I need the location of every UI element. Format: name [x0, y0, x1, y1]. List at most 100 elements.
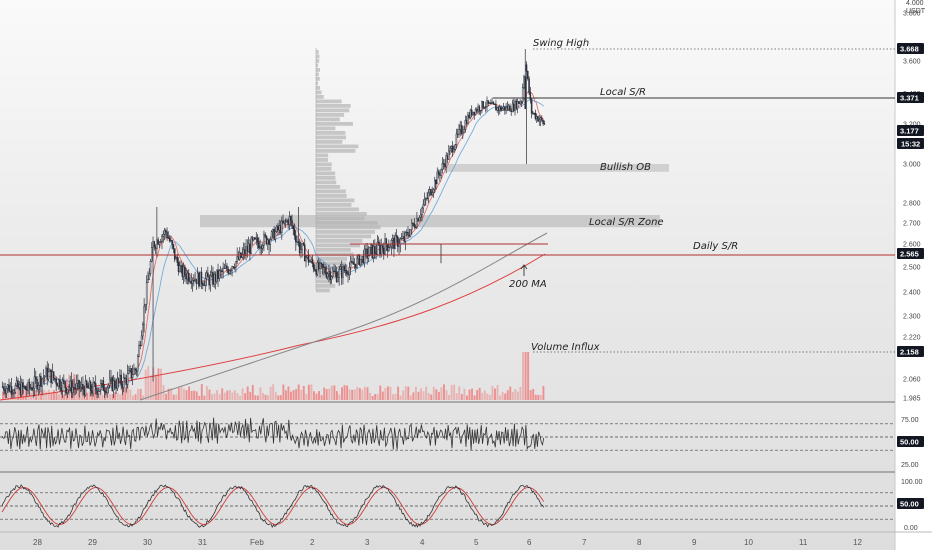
annotation-daily-sr: Daily S/R: [693, 241, 738, 252]
volume-bar: [420, 388, 422, 400]
candle-body: [488, 102, 491, 104]
candle-body: [43, 375, 46, 378]
candle-body: [300, 249, 302, 253]
candle-body: [28, 381, 31, 389]
volume-bar: [455, 393, 458, 400]
candle-body: [6, 384, 9, 389]
candle-body: [237, 256, 240, 260]
candle-body: [180, 265, 182, 267]
candle-body: [190, 281, 193, 284]
volume-bar: [435, 389, 438, 400]
candle-body: [265, 235, 268, 244]
svg-text:50.00: 50.00: [900, 500, 919, 509]
price-axis-top-label: 4.000: [906, 0, 924, 7]
volume-bar: [2, 391, 4, 400]
volume-profile-bar: [316, 171, 336, 176]
candle-body: [521, 87, 524, 103]
volume-bar: [226, 390, 229, 400]
candle-body: [281, 220, 283, 233]
volume-bar: [139, 388, 142, 400]
candle-body: [131, 374, 134, 378]
candle-body: [88, 381, 91, 389]
volume-bar: [114, 392, 117, 400]
date-label: Feb: [250, 538, 264, 547]
price-tag-local-sr: 3.371: [897, 92, 924, 103]
candle-body: [465, 119, 468, 124]
date-label: 2: [310, 538, 315, 547]
volume-bar: [272, 384, 275, 400]
candle-body: [528, 78, 530, 93]
volume-bar: [142, 395, 145, 400]
price-tick-label: 2.800: [903, 201, 921, 208]
volume-profile-bar: [316, 68, 320, 72]
candle-body: [357, 255, 360, 260]
candle-body: [57, 379, 60, 387]
candle-body: [13, 392, 15, 394]
price-tick-label: 3.000: [903, 162, 921, 169]
candle-body: [128, 369, 130, 374]
annotation-volume-influx: Volume Influx: [531, 342, 600, 353]
volume-bar: [177, 387, 180, 400]
candle-body: [3, 386, 5, 391]
candle-body: [152, 241, 154, 248]
candle-body: [539, 117, 542, 121]
volume-bar: [473, 395, 476, 400]
rsi-tag-50: 50.00: [897, 436, 924, 447]
candle-body: [391, 238, 394, 241]
volume-bar: [361, 389, 364, 400]
candle-body: [348, 267, 351, 276]
candle-body: [542, 120, 544, 124]
candle-body: [403, 236, 405, 242]
volume-profile-bar: [316, 72, 319, 77]
candle-body: [66, 389, 69, 394]
volume-bar: [256, 395, 259, 400]
price-tag-daily-sr: 2.565: [897, 248, 924, 259]
candle-body: [35, 376, 37, 380]
candle-body: [264, 234, 266, 237]
candle-body: [455, 133, 458, 146]
candle-body: [200, 271, 203, 284]
price-axis-panel[interactable]: [895, 0, 932, 550]
candle-body: [151, 247, 153, 262]
volume-bar: [318, 391, 321, 400]
candle-body: [310, 259, 312, 262]
volume-bar: [494, 388, 496, 400]
candle-body: [409, 229, 412, 237]
candle-body: [402, 236, 404, 239]
time-axis[interactable]: 28 29 30 31 Feb 2 3 4 5 6 7 8 9 10 11 12: [33, 538, 862, 547]
candle-body: [125, 378, 128, 385]
candle-body: [390, 240, 393, 247]
volume-bar: [9, 391, 12, 400]
stoch-tag-50: 50.00: [897, 498, 924, 509]
candle-body: [363, 248, 366, 263]
candle-body: [15, 380, 18, 386]
volume-profile-bar: [316, 261, 347, 266]
volume-profile-bar: [316, 117, 340, 122]
candle-body: [37, 385, 40, 390]
candle-body: [541, 117, 543, 121]
candle-body: [320, 262, 323, 265]
candle-body: [453, 149, 455, 153]
volume-bar: [453, 384, 456, 400]
volume-bar: [409, 395, 412, 400]
candle-body: [49, 369, 51, 373]
volume-bar: [315, 393, 318, 400]
candle-body: [386, 243, 389, 251]
volume-bar: [154, 374, 157, 400]
candle-body: [502, 106, 505, 109]
candle-body: [422, 204, 425, 209]
candle-body: [490, 102, 492, 104]
candle-body: [405, 232, 408, 234]
volume-bar: [221, 388, 224, 400]
candle-body: [513, 103, 515, 111]
volume-bar: [364, 386, 366, 400]
candle-body: [212, 272, 214, 285]
candle-body: [408, 234, 411, 237]
volume-bar: [22, 389, 25, 400]
volume-bar: [437, 391, 440, 400]
candle-body: [462, 131, 464, 134]
volume-bar: [160, 368, 162, 400]
candle-body: [207, 272, 209, 278]
